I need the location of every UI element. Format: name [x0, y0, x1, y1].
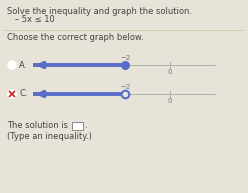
- Text: .: .: [85, 121, 87, 130]
- Text: The solution is: The solution is: [7, 121, 68, 130]
- Text: 0: 0: [168, 98, 172, 104]
- Text: – 5x ≤ 10: – 5x ≤ 10: [7, 15, 55, 24]
- Text: Solve the inequality and graph the solution.: Solve the inequality and graph the solut…: [7, 7, 192, 16]
- Circle shape: [8, 61, 16, 69]
- Text: A.: A.: [19, 60, 27, 69]
- Text: Choose the correct graph below.: Choose the correct graph below.: [7, 33, 144, 42]
- Text: −2: −2: [120, 55, 130, 61]
- Circle shape: [8, 90, 16, 98]
- Text: C.: C.: [19, 90, 28, 98]
- Text: (Type an inequality.): (Type an inequality.): [7, 132, 92, 141]
- Text: −2: −2: [120, 84, 130, 90]
- FancyBboxPatch shape: [72, 122, 83, 130]
- Text: 0: 0: [168, 69, 172, 75]
